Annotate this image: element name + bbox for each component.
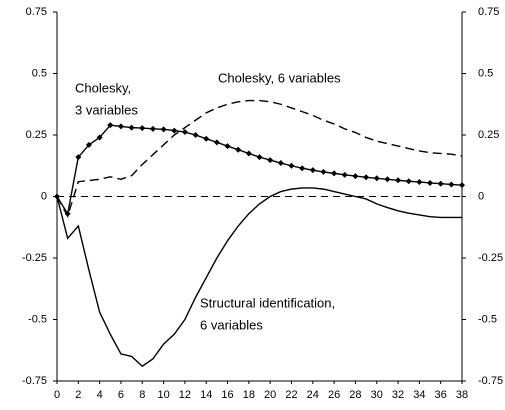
x-tick-label: 0 bbox=[54, 389, 60, 401]
x-tick-label: 18 bbox=[243, 389, 255, 401]
x-tick-label: 38 bbox=[456, 389, 468, 401]
point-marker bbox=[139, 125, 146, 132]
x-tick-label: 34 bbox=[413, 389, 425, 401]
y2-tick-label: 0.25 bbox=[478, 129, 499, 141]
point-marker bbox=[437, 180, 444, 187]
point-marker bbox=[395, 177, 402, 184]
point-marker bbox=[85, 141, 92, 148]
point-marker bbox=[192, 132, 199, 138]
x-tick-label: 16 bbox=[221, 389, 233, 401]
point-marker bbox=[75, 154, 82, 161]
y2-tick-label: 0.5 bbox=[478, 67, 493, 79]
x-tick-label: 14 bbox=[200, 389, 212, 401]
annotation: Cholesky, 6 variables bbox=[218, 70, 341, 85]
point-marker bbox=[128, 124, 135, 131]
point-marker bbox=[416, 178, 423, 185]
point-marker bbox=[213, 139, 220, 146]
y-tick-label: 0 bbox=[41, 190, 47, 202]
point-marker bbox=[405, 178, 412, 185]
x-tick-label: 26 bbox=[328, 389, 340, 401]
y-tick-label: -0.25 bbox=[22, 252, 47, 264]
series-line bbox=[56, 124, 463, 216]
x-tick-label: 24 bbox=[307, 389, 319, 401]
point-marker bbox=[224, 143, 231, 150]
x-tick-label: 12 bbox=[179, 389, 191, 401]
point-marker bbox=[384, 176, 391, 183]
x-tick-label: 20 bbox=[264, 389, 276, 401]
y2-tick-label: -0.75 bbox=[478, 375, 503, 387]
point-marker bbox=[341, 171, 348, 178]
x-tick-label: 22 bbox=[285, 389, 297, 401]
point-marker bbox=[171, 127, 178, 134]
point-marker bbox=[149, 125, 156, 132]
point-marker bbox=[320, 168, 327, 175]
annotation: Structural identification, bbox=[200, 295, 335, 310]
y2-tick-label: -0.25 bbox=[478, 252, 503, 264]
point-marker bbox=[107, 122, 114, 129]
point-marker bbox=[363, 174, 370, 181]
point-marker bbox=[352, 173, 359, 180]
point-marker bbox=[288, 162, 295, 169]
point-marker bbox=[267, 157, 274, 164]
annotation: 3 variables bbox=[75, 102, 138, 117]
point-marker bbox=[299, 165, 306, 172]
point-marker bbox=[373, 175, 380, 182]
y-tick-label: -0.5 bbox=[28, 313, 47, 325]
point-marker bbox=[459, 182, 465, 189]
x-tick-label: 32 bbox=[392, 389, 404, 401]
series-line bbox=[56, 99, 463, 218]
point-marker bbox=[427, 179, 434, 186]
point-marker bbox=[117, 123, 124, 130]
x-tick-label: 2 bbox=[75, 389, 81, 401]
point-marker bbox=[181, 129, 188, 136]
point-marker bbox=[245, 150, 252, 157]
x-tick-label: 8 bbox=[139, 389, 145, 401]
x-tick-label: 4 bbox=[97, 389, 103, 401]
y-tick-label: -0.75 bbox=[22, 375, 47, 387]
x-tick-label: 30 bbox=[371, 389, 383, 401]
point-marker bbox=[256, 154, 263, 161]
point-marker bbox=[96, 134, 103, 141]
x-tick-label: 28 bbox=[349, 389, 361, 401]
point-marker bbox=[235, 146, 242, 153]
x-tick-label: 6 bbox=[118, 389, 124, 401]
annotation: Cholesky, bbox=[75, 80, 131, 95]
y2-tick-label: -0.5 bbox=[478, 313, 497, 325]
point-marker bbox=[309, 167, 316, 174]
point-marker bbox=[203, 135, 210, 142]
point-marker bbox=[277, 160, 284, 167]
annotation: 6 variables bbox=[200, 317, 263, 332]
y-tick-label: 0.25 bbox=[26, 129, 47, 141]
series-line bbox=[56, 187, 462, 368]
x-tick-label: 36 bbox=[435, 389, 447, 401]
x-tick-label: 10 bbox=[157, 389, 169, 401]
point-marker bbox=[331, 170, 338, 177]
y2-tick-label: 0.75 bbox=[478, 6, 499, 18]
y-tick-label: 0.75 bbox=[26, 6, 47, 18]
point-marker bbox=[160, 126, 167, 133]
y-tick-label: 0.5 bbox=[32, 67, 47, 79]
y2-tick-label: 0 bbox=[478, 190, 484, 202]
point-marker bbox=[448, 181, 455, 188]
